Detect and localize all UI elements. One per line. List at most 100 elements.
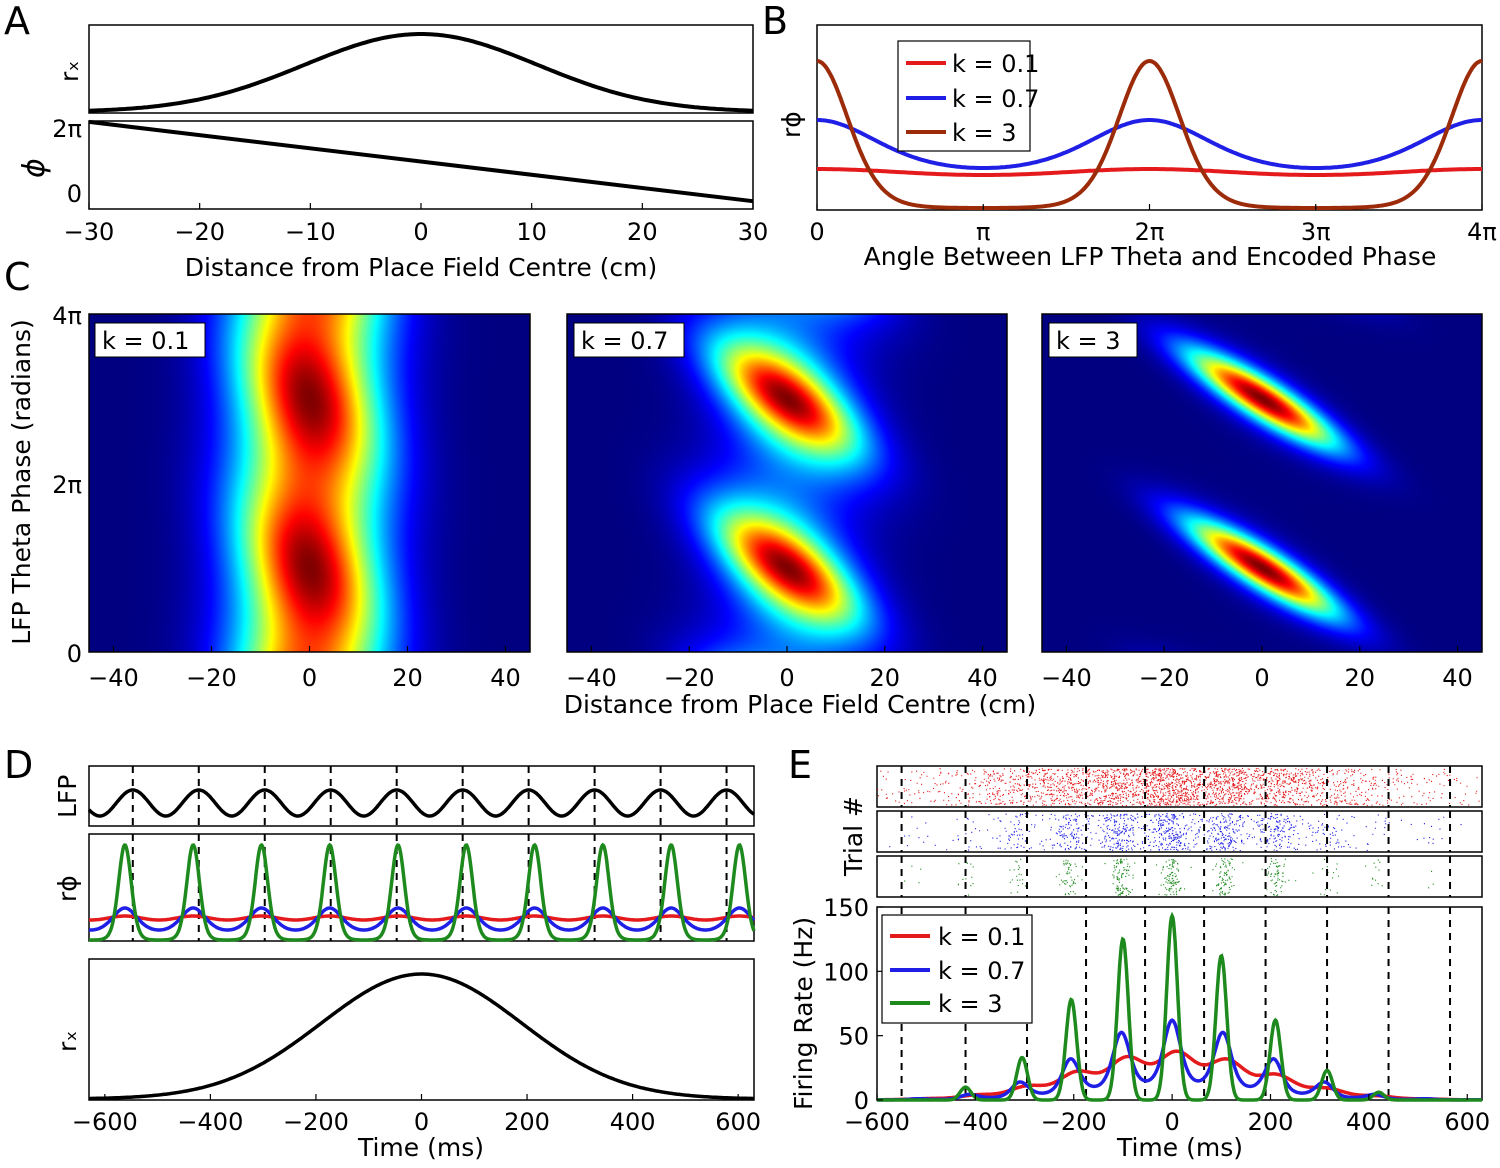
c-label-box-1 <box>94 322 206 358</box>
b-xtick-label: 4π <box>1467 218 1497 246</box>
panel-letter-e: E <box>788 743 812 787</box>
c-label-2: k = 0.7 <box>581 327 668 355</box>
e-ytick-label: 100 <box>823 958 869 986</box>
a-xtick-label: −10 <box>285 218 336 246</box>
e-ytick-label: 50 <box>838 1023 869 1051</box>
c-xtick-label-3: −40 <box>1041 664 1092 692</box>
d-rphi-line-1 <box>89 914 755 922</box>
b-series-line-2 <box>817 118 1482 170</box>
a-top-rx-line <box>88 32 754 113</box>
d-xlabel: Time (ms) <box>357 1133 484 1162</box>
e-raster-1 <box>877 768 1480 807</box>
c-xtick-label-1: −20 <box>186 664 237 692</box>
e-xtick-label: −200 <box>1041 1108 1107 1136</box>
panel-letter-b: B <box>762 0 788 43</box>
e-ytick-group: 0 50 100 150 <box>823 894 883 1115</box>
a-ytick-0: 0 <box>67 180 82 208</box>
b-curve-group <box>816 58 1483 210</box>
c-xtick-label-3: 0 <box>1254 664 1269 692</box>
b-xtick-group: 0 π 2π 3π 4π <box>809 204 1497 246</box>
c-xtick-label-1: 40 <box>490 664 521 692</box>
b-legend-label-1: k = 0.1 <box>952 50 1039 78</box>
e-raster-spikes-3 <box>904 858 1434 897</box>
c-xtick-label-2: 0 <box>779 664 794 692</box>
e-xtick-label: 0 <box>1164 1108 1179 1136</box>
panel-e: Trial # Firing Rate (Hz) 0 50 100 150 −600 −… <box>789 765 1490 1162</box>
b-xtick-label: 0 <box>809 218 824 246</box>
c-xtick-label-2: 20 <box>870 664 901 692</box>
d-rphi-frame <box>88 833 755 942</box>
a-top-frame <box>88 24 754 114</box>
c-xtick-group: −40 −20 0 20 40 −40 −20 0 20 40 −40 −20 0 20 40 <box>88 646 1473 692</box>
e-legend-label-3: k = 3 <box>938 990 1003 1018</box>
panel-letter-c: C <box>4 255 31 299</box>
e-xtick-label: 200 <box>1248 1108 1294 1136</box>
e-xlabel: Time (ms) <box>1116 1133 1243 1162</box>
a-xtick-label: 10 <box>516 218 547 246</box>
e-raster-ylabel: Trial # <box>839 796 868 877</box>
c-xtick-label-2: −40 <box>566 664 617 692</box>
e-rate-line-3 <box>877 911 1482 1102</box>
d-lfp-ylabel: LFP <box>53 775 82 818</box>
b-xtick-label: π <box>976 218 990 246</box>
c-label-box-3 <box>1048 322 1138 358</box>
b-xtick-label: 2π <box>1135 218 1165 246</box>
d-xtick-label: 0 <box>414 1108 429 1136</box>
e-ylabel: Firing Rate (Hz) <box>789 917 818 1110</box>
a-xlabel: Distance from Place Field Centre (cm) <box>185 253 658 282</box>
b-xtick-label: 3π <box>1301 218 1331 246</box>
a-xtick-label: 30 <box>738 218 769 246</box>
e-xtick-label: −600 <box>844 1108 910 1136</box>
d-rphi-ylabel: rϕ <box>53 875 82 902</box>
panel-d: LFP rϕ rₓ −600 −400 −200 0 200 400 600 Time (m… <box>53 765 761 1162</box>
d-xtick-label: −400 <box>177 1108 243 1136</box>
e-legend-label-1: k = 0.1 <box>938 923 1025 951</box>
d-rx-frame <box>88 958 755 1101</box>
e-raster-frame-3 <box>876 855 1483 898</box>
a-bottom-ylabel: ϕ <box>17 158 52 178</box>
e-ytick-label: 150 <box>823 894 869 922</box>
d-rx-ylabel: rₓ <box>53 1031 82 1052</box>
panel-letter-d: D <box>4 743 33 787</box>
c-xtick-label-2: −20 <box>664 664 715 692</box>
a-xtick-label: 0 <box>413 218 428 246</box>
b-legend-label-3: k = 3 <box>952 119 1017 147</box>
a-xtick-label: −30 <box>64 218 115 246</box>
panel-c: LFP Theta Phase (radians) 4π 2π 0 k = 0.… <box>7 302 1483 719</box>
d-xtick-label: 200 <box>504 1108 550 1136</box>
c-label-1: k = 0.1 <box>102 327 189 355</box>
e-raster-spikes-1 <box>877 768 1480 807</box>
e-legend-label-2: k = 0.7 <box>938 957 1025 985</box>
c-ylabel: LFP Theta Phase (radians) <box>7 319 36 645</box>
d-xtick-label: 600 <box>715 1108 761 1136</box>
a-ytick-2pi: 2π <box>52 115 82 143</box>
b-series-line-3 <box>816 58 1483 210</box>
d-xtick-label: 400 <box>610 1108 656 1136</box>
e-raster-spikes-2 <box>889 813 1462 852</box>
b-series-line-1 <box>817 167 1482 177</box>
e-raster-3 <box>904 858 1434 897</box>
d-rphi-line-3 <box>89 842 756 942</box>
c-heatmap-3: k = 3 <box>1041 313 1483 653</box>
b-xlabel: Angle Between LFP Theta and Encoded Phas… <box>864 242 1437 271</box>
d-xtick-label: −600 <box>72 1108 138 1136</box>
a-xtick-label: −20 <box>174 218 225 246</box>
c-xtick-label-3: −20 <box>1139 664 1190 692</box>
c-heatmap-2: k = 0.7 <box>566 313 1008 653</box>
d-lfp-line <box>87 788 755 818</box>
e-ytick-label: 0 <box>854 1087 869 1115</box>
c-xtick-label-1: 20 <box>392 664 423 692</box>
e-raster-2 <box>889 813 1462 852</box>
c-label-3: k = 3 <box>1056 327 1121 355</box>
d-plot-group <box>87 766 756 1101</box>
c-label-box-2 <box>573 322 685 358</box>
e-rate-line-1 <box>877 1049 1482 1102</box>
a-xtick-group: −30 −20 −10 0 10 20 30 <box>64 203 769 246</box>
e-xtick-label: −400 <box>942 1108 1008 1136</box>
panel-b: rϕ 0 π 2π 3π 4π Angle Between LFP Theta and … <box>777 24 1497 271</box>
e-rate-frame <box>876 906 1483 1101</box>
c-xtick-label-3: 40 <box>1442 664 1473 692</box>
c-xtick-label-3: 20 <box>1345 664 1376 692</box>
panel-letter-a: A <box>4 0 30 43</box>
